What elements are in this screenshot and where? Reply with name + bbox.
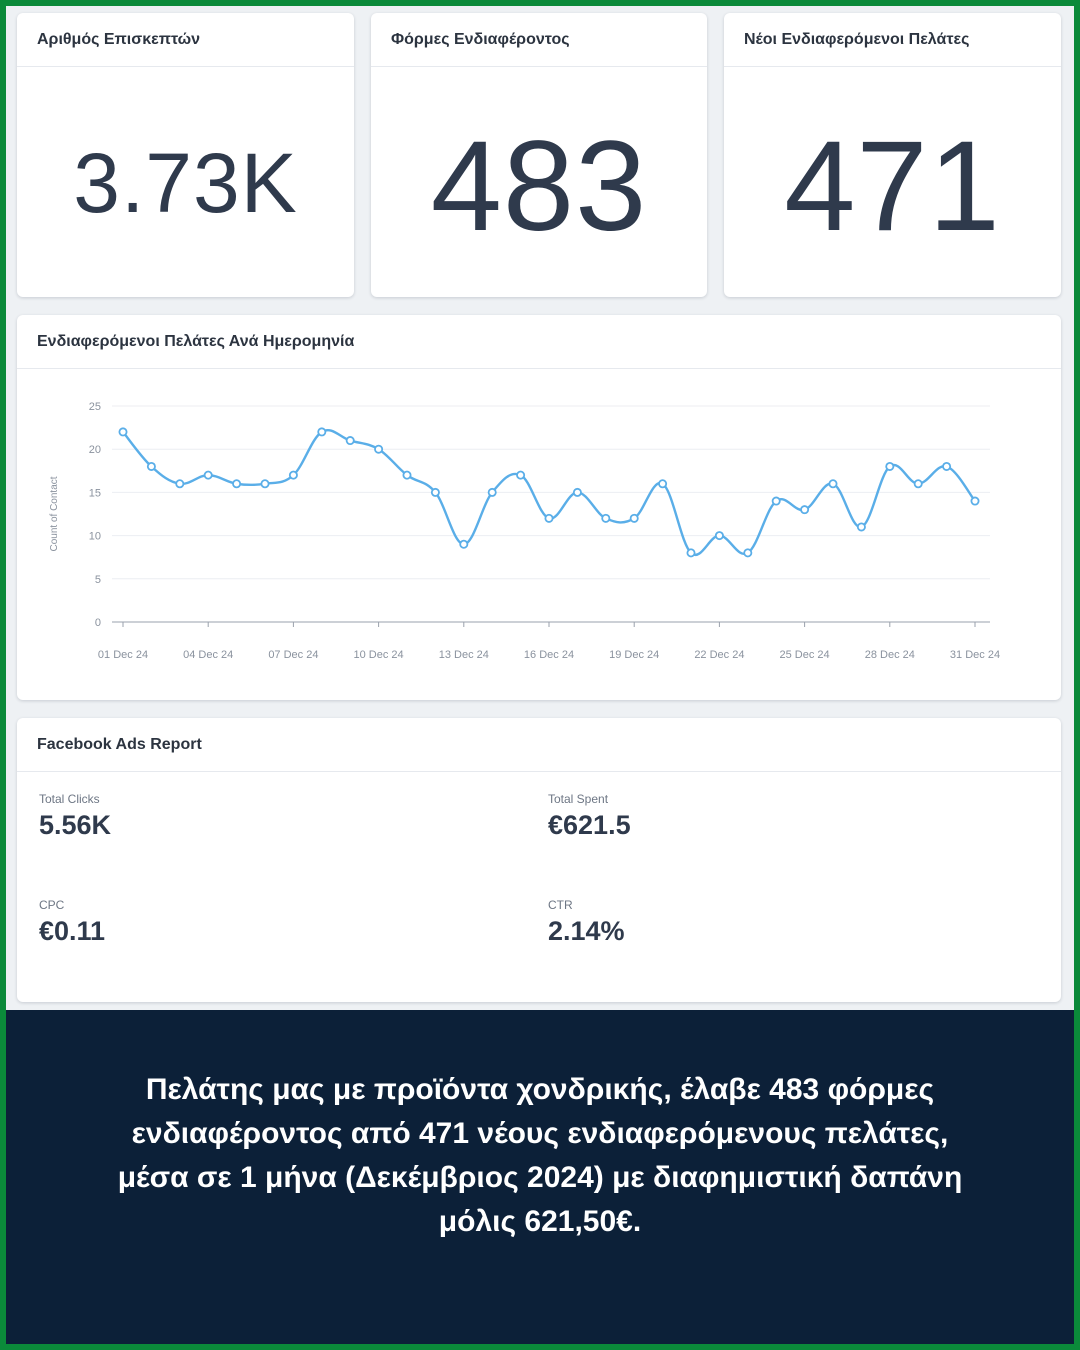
data-point (800, 505, 810, 515)
data-point (714, 531, 724, 541)
data-point (175, 479, 185, 489)
y-tick-label: 10 (89, 531, 101, 543)
data-point (345, 436, 355, 446)
y-tick-label: 20 (89, 444, 101, 456)
data-point (629, 513, 639, 523)
data-point (232, 479, 242, 489)
x-tick-label: 25 Dec 24 (780, 649, 830, 661)
data-point (743, 548, 753, 558)
data-point (430, 487, 440, 497)
caption-panel: Πελάτης μας με προϊόντα χονδρικής, έλαβε… (6, 1010, 1074, 1344)
x-tick-label: 22 Dec 24 (694, 649, 744, 661)
x-tick-label: 01 Dec 24 (98, 649, 148, 661)
y-tick-label: 15 (89, 487, 101, 499)
data-point (516, 470, 526, 480)
facebook-ads-card: Facebook Ads Report Total Clicks 5.56K T… (17, 718, 1061, 1002)
x-tick-label: 07 Dec 24 (268, 649, 318, 661)
data-point (288, 470, 298, 480)
kpi-card-forms: Φόρμες Ενδιαφέροντος 483 (371, 13, 707, 297)
x-tick-label: 04 Dec 24 (183, 649, 233, 661)
data-point (260, 479, 270, 489)
kpi-value: 471 (784, 115, 1001, 258)
x-tick-label: 31 Dec 24 (950, 649, 1000, 661)
kpi-title: Νέοι Ενδιαφερόμενοι Πελάτες (724, 13, 1061, 67)
data-point (544, 513, 554, 523)
y-axis-label: Count of Contact (49, 476, 60, 551)
data-point (601, 513, 611, 523)
y-tick-label: 25 (89, 401, 101, 413)
metric-label: CTR (548, 898, 573, 912)
data-point (942, 461, 952, 471)
kpi-card-visitors: Αριθμός Επισκεπτών 3.73K (17, 13, 354, 297)
data-point (146, 461, 156, 471)
line-chart: 0 5 10 15 20 25 01 Dec 24 04 Dec 24 07 Dec 24 10 … (49, 401, 1000, 661)
x-tick-label: 19 Dec 24 (609, 649, 659, 661)
x-tick-label: 28 Dec 24 (865, 649, 915, 661)
metric-value: €621.5 (548, 810, 631, 840)
metric-value: 2.14% (548, 916, 625, 946)
data-point (658, 479, 668, 489)
dashboard-frame: Αριθμός Επισκεπτών 3.73K Φόρμες Ενδιαφέρ… (6, 6, 1074, 1344)
data-point (856, 522, 866, 532)
chart-title: Ενδιαφερόμενοι Πελάτες Ανά Ημερομηνία (17, 315, 1061, 369)
data-point (771, 496, 781, 506)
kpi-title: Φόρμες Ενδιαφέροντος (371, 13, 707, 67)
metric-label: CPC (39, 898, 65, 912)
metric-label: Total Clicks (39, 792, 100, 806)
kpi-value: 3.73K (73, 136, 298, 230)
kpi-title: Αριθμός Επισκεπτών (17, 13, 354, 67)
data-point (317, 427, 327, 437)
metric-value: €0.11 (39, 916, 106, 946)
x-tick-label: 16 Dec 24 (524, 649, 574, 661)
facebook-ads-title: Facebook Ads Report (17, 718, 1061, 772)
kpi-value: 483 (430, 115, 648, 258)
data-point (970, 496, 980, 506)
metric-ctr: CTR 2.14% (548, 898, 625, 947)
y-tick-label: 5 (95, 574, 101, 586)
data-point (402, 470, 412, 480)
x-tick-label: 13 Dec 24 (439, 649, 489, 661)
data-point (885, 461, 895, 471)
metric-total-spent: Total Spent €621.5 (548, 792, 631, 841)
metric-value: 5.56K (39, 810, 112, 840)
data-point (374, 444, 384, 454)
data-point (828, 479, 838, 489)
data-point (572, 487, 582, 497)
metric-total-clicks: Total Clicks 5.56K (39, 792, 111, 841)
y-tick-label: 0 (95, 617, 101, 629)
data-point (203, 470, 213, 480)
data-point (118, 427, 128, 437)
chart-card: Ενδιαφερόμενοι Πελάτες Ανά Ημερομηνία 0 5… (17, 315, 1061, 700)
kpi-card-new-customers: Νέοι Ενδιαφερόμενοι Πελάτες 471 (724, 13, 1061, 297)
data-point (487, 487, 497, 497)
metric-cpc: CPC €0.11 (39, 898, 105, 947)
data-point (686, 548, 696, 558)
data-point (913, 479, 923, 489)
x-tick-label: 10 Dec 24 (354, 649, 404, 661)
metric-label: Total Spent (548, 792, 609, 806)
data-point (459, 539, 469, 549)
caption-text: Πελάτης μας με προϊόντα χονδρικής, έλαβε… (117, 1073, 963, 1238)
